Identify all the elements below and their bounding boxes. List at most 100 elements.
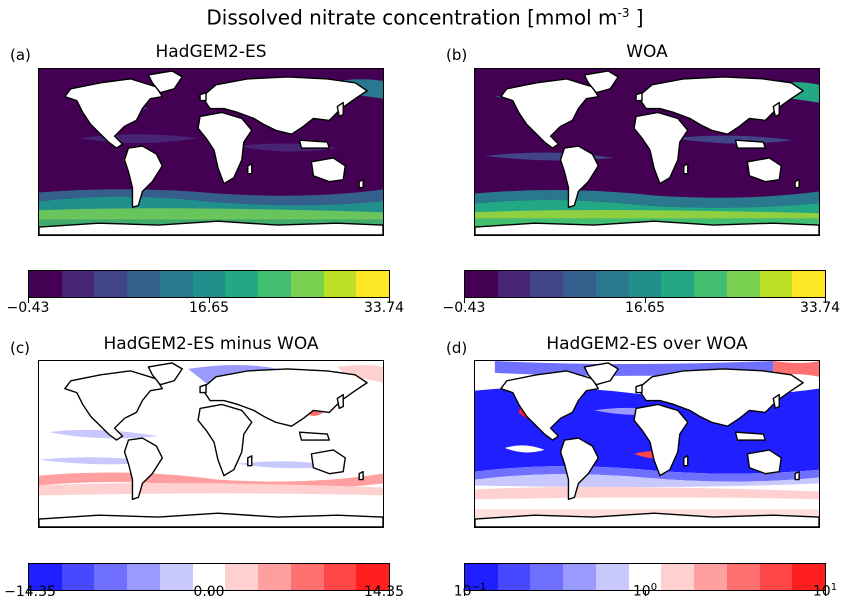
colorbar-swatch	[497, 564, 531, 590]
panel-b-letter: (b)	[446, 46, 468, 64]
colorbar-c-label-max: 14.35	[363, 584, 405, 600]
colorbar-d-label-min: 10−1	[453, 582, 487, 600]
landmass-australia	[310, 157, 346, 183]
colorbar-swatch	[94, 271, 128, 297]
colorbar-b-tick-max	[825, 298, 826, 303]
landmass-uk	[199, 92, 207, 102]
colorbar-c-tick-mid	[209, 591, 210, 596]
colorbar-swatch	[29, 564, 62, 590]
landmass-japan	[336, 393, 344, 410]
colorbar-swatch	[792, 564, 826, 590]
landmass-greenland	[147, 70, 183, 94]
colorbar-swatch	[290, 271, 324, 297]
landmass-greenland	[147, 362, 183, 386]
landmass-africa	[633, 111, 689, 185]
colorbar-swatch	[61, 564, 95, 590]
landmass-madagascar	[247, 455, 253, 467]
colorbar-d-label-mid: 100	[632, 582, 658, 600]
colorbar-swatch	[759, 271, 793, 297]
colorbar-swatch	[323, 564, 357, 590]
landmass-indonesia	[734, 431, 767, 441]
landmass-japan	[336, 101, 344, 118]
colorbar-swatch	[127, 564, 160, 590]
colorbar-swatch	[694, 564, 727, 590]
panel-a-letter: (a)	[10, 46, 31, 64]
landmass-new-zealand	[794, 178, 800, 189]
colorbar-b-label-max: 33.74	[799, 300, 841, 316]
colorbar-swatch	[159, 564, 193, 590]
landmass-south-america	[559, 437, 599, 501]
colorbar-swatch	[465, 271, 498, 297]
landmass-uk	[635, 384, 643, 394]
colorbar-swatch	[225, 564, 259, 590]
colorbar-swatch	[792, 271, 826, 297]
colorbar-swatch	[563, 271, 596, 297]
landmass-europe-asia	[637, 368, 804, 427]
panel-d-title: HadGEM2-ES over WOA	[546, 334, 748, 354]
colorbar-c-tick-min	[28, 591, 29, 596]
panel-c-letter: (c)	[10, 339, 30, 357]
landmass-antarctica	[39, 220, 383, 235]
colorbar-b-label-min: −0.43	[442, 300, 486, 316]
colorbar-swatch	[694, 271, 727, 297]
map-c-difference	[38, 360, 384, 528]
landmass-madagascar	[247, 163, 253, 175]
landmass-new-zealand	[358, 178, 364, 189]
colorbar-d-tick-min	[464, 591, 465, 596]
landmass-south-america	[123, 145, 163, 209]
colorbar-swatch	[61, 271, 95, 297]
landmass-europe-asia	[201, 368, 368, 427]
panel-b-title: WOA	[626, 42, 668, 62]
colorbar-d-tick-max	[825, 591, 826, 596]
colorbar-swatch	[258, 271, 291, 297]
colorbar-swatch	[759, 564, 793, 590]
colorbar-swatch	[465, 564, 498, 590]
landmass-indonesia	[298, 431, 331, 441]
landmass-uk	[199, 384, 207, 394]
colorbar-swatch	[356, 271, 390, 297]
colorbar-swatch	[530, 271, 564, 297]
colorbar-a-tick-max	[389, 298, 390, 303]
colorbar-swatch	[726, 271, 760, 297]
colorbar-swatch	[192, 564, 226, 590]
landmass-new-zealand	[794, 470, 800, 481]
landmass-new-zealand	[358, 470, 364, 481]
landmass-indonesia	[298, 139, 331, 149]
map-a-hadgem2	[38, 68, 384, 236]
colorbar-swatch	[290, 564, 324, 590]
landmass-uk	[635, 92, 643, 102]
colorbar-swatch	[628, 271, 662, 297]
landmass-antarctica	[475, 220, 819, 235]
landmass-australia	[746, 449, 782, 475]
colorbar-d-tick-mid	[645, 591, 646, 596]
landmass-antarctica	[39, 512, 383, 527]
colorbar-swatch	[94, 564, 128, 590]
colorbar-swatch	[530, 564, 564, 590]
figure-title: Dissolved nitrate concentration [mmol m-…	[206, 5, 644, 30]
colorbar-d-label-max: 101	[812, 582, 838, 600]
colorbar-swatch	[628, 564, 662, 590]
colorbar-swatch	[225, 271, 259, 297]
colorbar-swatch	[595, 271, 629, 297]
colorbar-a-tick-min	[28, 298, 29, 303]
colorbar-c	[28, 563, 390, 591]
colorbar-b	[464, 270, 826, 298]
colorbar-swatch	[192, 271, 226, 297]
landmass-greenland	[583, 362, 619, 386]
landmass-japan	[772, 393, 780, 410]
colorbar-swatch	[726, 564, 760, 590]
colorbar-a-label-min: −0.43	[6, 300, 50, 316]
landmass-japan	[772, 101, 780, 118]
colorbar-c-tick-max	[389, 591, 390, 596]
colorbar-d	[464, 563, 826, 591]
landmass-africa	[197, 111, 253, 185]
colorbar-swatch	[159, 271, 193, 297]
colorbar-a-tick-mid	[209, 298, 210, 303]
colorbar-swatch	[595, 564, 629, 590]
colorbar-swatch	[497, 271, 531, 297]
colorbar-swatch	[323, 271, 357, 297]
landmass-south-america	[559, 145, 599, 209]
landmass-greenland	[583, 70, 619, 94]
colorbar-c-label-min: −14.35	[4, 584, 56, 600]
panel-a-title: HadGEM2-ES	[155, 42, 267, 62]
